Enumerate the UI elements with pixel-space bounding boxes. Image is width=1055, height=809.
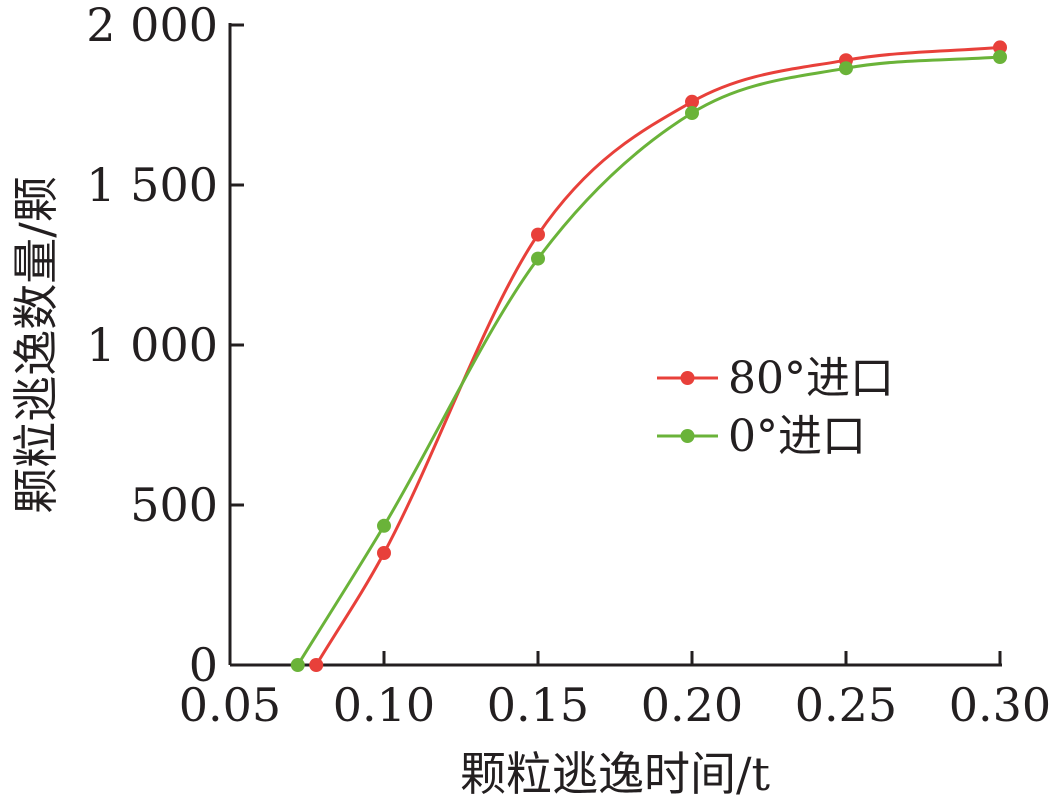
x-tick-label: 0.10 (333, 678, 435, 732)
x-tick-label: 0.30 (949, 678, 1051, 732)
legend-label: 80°进口 (728, 353, 894, 404)
data-point (309, 658, 324, 672)
y-axis-title: 颗粒逃逸数量/颗 (9, 176, 63, 514)
data-point (377, 546, 391, 560)
y-tick-label: 1 000 (86, 318, 218, 372)
legend-item: 0°进口 (657, 411, 866, 462)
legend-label: 0°进口 (728, 411, 866, 462)
x-tick-label: 0.15 (487, 678, 589, 732)
data-point (685, 94, 699, 109)
axes: 0.05 0.10 0.15 0.20 0.25 0.30 0 500 1 000 1 500 2 … (86, 0, 1051, 732)
series-line (314, 45, 1001, 666)
x-tick-label: 0.05 (179, 678, 281, 732)
y-tick-label: 0 (189, 638, 218, 692)
legend-marker (680, 371, 695, 385)
series-layer (290, 40, 1007, 672)
x-tick-label: 0.20 (641, 678, 743, 732)
y-tick-label: 2 000 (86, 0, 218, 52)
series-1 (309, 40, 1007, 672)
data-point (839, 61, 853, 76)
series-2 (290, 50, 1007, 672)
data-point (993, 50, 1007, 64)
legend: 80°进口 0°进口 (657, 353, 894, 462)
x-axis-title: 颗粒逃逸时间/t (460, 747, 770, 801)
data-point (993, 40, 1007, 55)
y-tick-label: 1 500 (86, 158, 218, 212)
data-point (531, 251, 545, 266)
data-point (377, 518, 391, 533)
data-point (685, 106, 699, 120)
x-tick-label: 0.25 (795, 678, 897, 732)
data-point (531, 227, 545, 242)
legend-marker (680, 429, 695, 443)
data-point (290, 658, 305, 672)
legend-item: 80°进口 (657, 353, 894, 404)
series-line (296, 55, 1001, 666)
y-tick-label: 500 (130, 478, 218, 532)
